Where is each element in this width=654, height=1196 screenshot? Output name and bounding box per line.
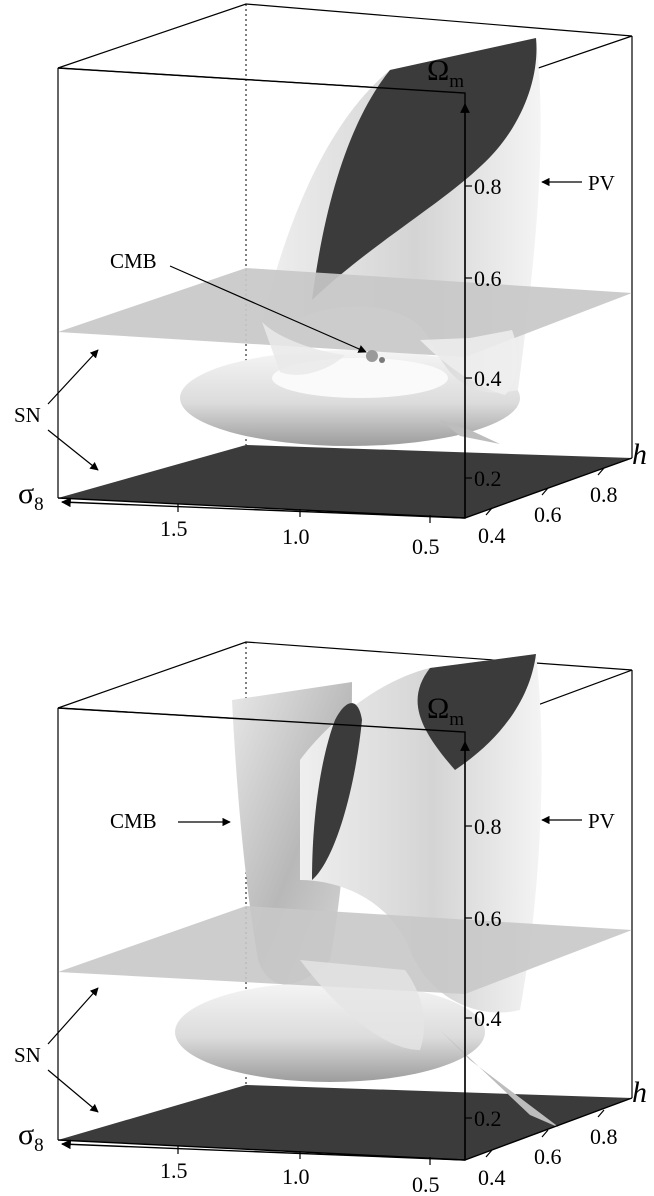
likelihood-bowl — [175, 982, 485, 1082]
sigma-axis-arrow — [61, 1139, 466, 1161]
cmb-label: CMB — [110, 809, 157, 833]
omega-tick-0.2: 0.2 — [474, 466, 502, 491]
pv-label: PV — [588, 809, 615, 833]
omega-tick-0.8: 0.8 — [474, 174, 502, 199]
h-ticks: 0.4 0.6 0.8 — [478, 467, 618, 548]
h-axis-line — [464, 457, 633, 519]
omega-tick-0.2: 0.2 — [474, 1106, 502, 1131]
cube-top-face — [57, 3, 633, 94]
cmb-label: CMB — [110, 249, 157, 273]
sigma-axis-title: σ8 — [18, 1118, 44, 1156]
sigma-tick-0.5: 0.5 — [412, 1172, 440, 1196]
sigma-tick-1.0: 1.0 — [282, 1164, 310, 1189]
sigma-ticks: 1.5 1.0 0.5 — [160, 504, 440, 559]
omega-tick-0.4: 0.4 — [474, 366, 502, 391]
sn-middle-plane — [58, 906, 632, 994]
cmb-blob-dot — [379, 357, 385, 363]
pv-label: PV — [588, 171, 615, 195]
sn-middle-plane — [58, 268, 632, 357]
sn-bottom-plane — [58, 1085, 632, 1160]
panel-top: 0.8 0.6 0.4 0.2 1.5 1.0 0.5 0.4 0.6 0.8 … — [14, 3, 647, 559]
pv-dark-surface — [312, 38, 537, 300]
omega-ticks: 0.8 0.6 0.4 0.2 — [465, 814, 502, 1131]
h-tick-0.4: 0.4 — [478, 1165, 506, 1190]
cmb-dark-strip — [312, 703, 362, 880]
sigma-axis-arrow — [61, 497, 466, 519]
sn-bottom-plane — [58, 445, 632, 518]
pv-dark-surface — [417, 654, 536, 770]
h-tick-0.4: 0.4 — [478, 523, 506, 548]
h-axis-line — [464, 1097, 633, 1161]
omega-axis-title: Ωm — [427, 54, 464, 92]
sn-arrow-upper — [47, 987, 99, 1045]
omega-axis-title: Ωm — [427, 692, 464, 730]
pv-sheet-right-lower — [420, 330, 518, 395]
cmb-blob — [366, 350, 378, 362]
omega-ticks: 0.8 0.6 0.4 0.2 — [465, 174, 502, 491]
panel-bottom: 0.8 0.6 0.4 0.2 1.5 1.0 0.5 0.4 0.6 0.8 … — [14, 641, 647, 1196]
h-axis-title: h — [632, 1076, 647, 1109]
pv-tail — [440, 420, 500, 444]
sn-label: SN — [14, 403, 41, 427]
omega-tick-0.6: 0.6 — [474, 266, 502, 291]
h-ticks: 0.4 0.6 0.8 — [478, 1109, 618, 1190]
h-tick-0.8: 0.8 — [590, 1124, 618, 1149]
omega-tick-0.6: 0.6 — [474, 906, 502, 931]
sigma-ticks: 1.5 1.0 0.5 — [160, 1146, 440, 1196]
cmb-arrow — [169, 265, 367, 353]
h-tick-0.6: 0.6 — [534, 1144, 562, 1169]
sigma-tick-1.5: 1.5 — [160, 516, 188, 541]
sn-arrow-lower — [47, 1069, 99, 1113]
h-tick-0.8: 0.8 — [590, 482, 618, 507]
sn-arrow-upper — [47, 349, 99, 405]
sn-arrow-lower — [47, 429, 99, 471]
pv-sheet-lower — [262, 322, 345, 375]
h-axis-title: h — [632, 438, 647, 471]
omega-tick-0.4: 0.4 — [474, 1006, 502, 1031]
omega-tick-0.8: 0.8 — [474, 814, 502, 839]
sigma-tick-1.5: 1.5 — [160, 1158, 188, 1183]
sigma-tick-1.0: 1.0 — [282, 524, 310, 549]
h-tick-0.6: 0.6 — [534, 502, 562, 527]
sigma-tick-0.5: 0.5 — [412, 534, 440, 559]
pv-sheet-lower — [300, 960, 425, 1050]
sigma-axis-title: σ8 — [18, 477, 44, 515]
sn-label: SN — [14, 1043, 41, 1067]
